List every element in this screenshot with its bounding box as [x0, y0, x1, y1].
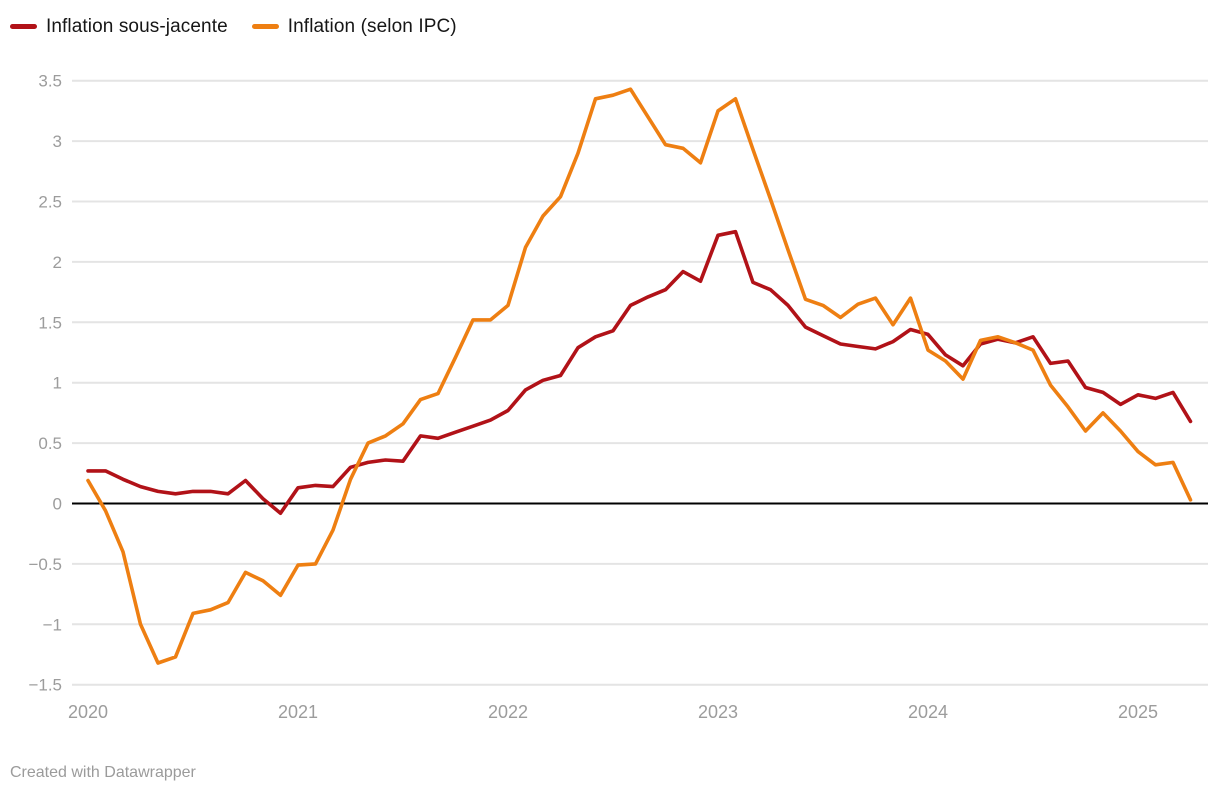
y-tick-label: 3 [53, 132, 62, 151]
series-line-sous-jacente [86, 229, 1193, 516]
legend-label-ipc: Inflation (selon IPC) [287, 16, 457, 37]
x-tick-label: 2022 [488, 702, 528, 722]
y-tick-label: 2 [53, 253, 62, 272]
x-tick-label: 2023 [698, 702, 738, 722]
y-tick-label: 3.5 [38, 72, 62, 91]
legend-swatch-ipc [251, 24, 279, 29]
legend-item-sous-jacente: Inflation sous-jacente [10, 17, 228, 36]
y-tick-label: 2.5 [38, 193, 62, 212]
y-tick-label: 0 [53, 495, 62, 514]
x-tick-label: 2021 [278, 702, 318, 722]
legend-label-sous-jacente: Inflation sous-jacente [46, 16, 228, 37]
y-tick-label: 1.5 [38, 313, 62, 332]
y-tick-label: −0.5 [28, 555, 62, 574]
x-tick-label: 2024 [908, 702, 948, 722]
y-tick-label: −1.5 [28, 676, 62, 695]
legend-swatch-sous-jacente [10, 24, 37, 29]
legend-item-ipc: Inflation (selon IPC) [251, 16, 457, 37]
chart-legend: Inflation sous-jacente Inflation (selon … [10, 17, 457, 36]
y-tick-label: −1 [43, 615, 62, 634]
x-tick-label: 2025 [1118, 702, 1158, 722]
attribution-text: Created with Datawrapper [10, 764, 196, 781]
y-tick-label: 0.5 [38, 434, 62, 453]
y-tick-label: 1 [53, 374, 62, 393]
line-chart: 3.5 3 2.5 2 1.5 1 0.5 0 −0.5 −1 −1.5 2020 2021 2022 20… [28, 72, 1208, 722]
series-line-ipc [86, 87, 1193, 665]
x-tick-label: 2020 [68, 702, 108, 722]
